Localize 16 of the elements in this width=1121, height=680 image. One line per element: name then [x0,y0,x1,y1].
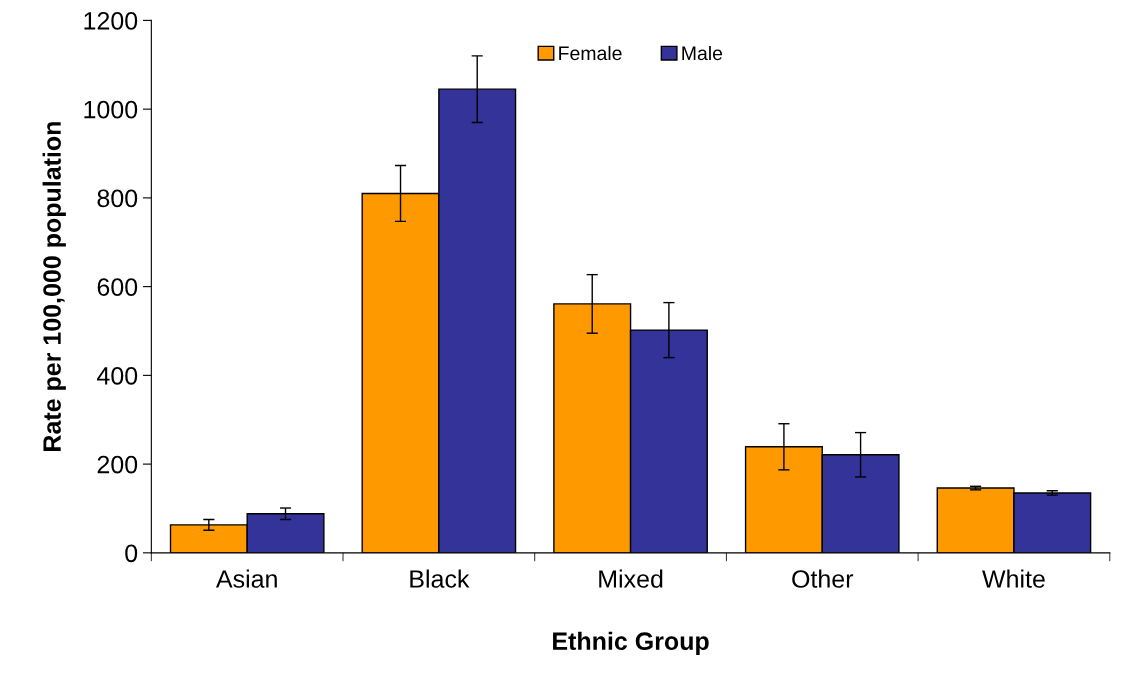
legend-label: Female [559,45,622,61]
y-tick-label: 600 [97,278,138,296]
x-tick-label: Mixed [599,569,663,588]
x-tick-label: Other [792,569,854,588]
y-tick-label: 0 [125,544,138,563]
legend-label: Male [682,45,723,61]
y-tick-label: 200 [97,455,138,474]
x-tick-label: Black [410,569,470,588]
y-tick-label: 1000 [84,100,138,119]
y-tick-label: 800 [97,189,138,208]
y-tick-label: 400 [97,366,138,385]
x-tick-label: White [982,569,1045,588]
x-tick-label: Asian [215,569,277,588]
y-tick-label: 1200 [84,12,138,30]
x-axis-title: Ethnic Group [553,631,709,655]
y-axis-title: Rate per 100,000 population [42,122,66,451]
